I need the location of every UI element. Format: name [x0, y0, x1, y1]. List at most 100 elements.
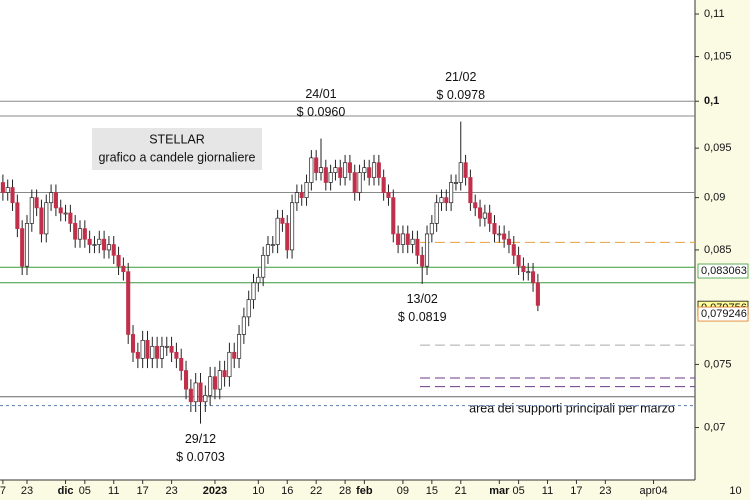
- candle-body: [502, 233, 507, 240]
- candle-body: [39, 207, 44, 235]
- candle-body: [396, 233, 401, 245]
- candle-body: [102, 238, 107, 251]
- candle-body: [362, 167, 367, 173]
- x-tick-label: 17: [570, 485, 582, 497]
- candle-body: [468, 177, 473, 204]
- candle-body: [44, 202, 49, 235]
- candle-body: [20, 228, 25, 267]
- candle-body: [116, 254, 121, 267]
- candle-body: [314, 157, 319, 173]
- y-tick-label: 0,11: [704, 8, 725, 20]
- x-tick-label: 05: [512, 485, 524, 497]
- x-tick-label: 2023: [203, 485, 227, 497]
- candle-body: [232, 351, 237, 359]
- candle-body: [424, 233, 430, 267]
- candle-body: [347, 162, 352, 173]
- candle-body: [130, 334, 136, 353]
- candle-body: [482, 212, 487, 219]
- candle-body: [140, 340, 145, 359]
- candle-body: [526, 271, 531, 274]
- y-tick-label: 0,085: [704, 244, 732, 256]
- candle-body: [49, 192, 54, 204]
- candle-body: [241, 316, 246, 335]
- candle-body: [285, 223, 290, 251]
- candle-body: [169, 345, 174, 353]
- candle-body: [198, 382, 203, 403]
- candle-body: [246, 299, 251, 318]
- candle-body: [135, 351, 140, 359]
- candle-body: [270, 244, 275, 246]
- price-label: 0,079246: [701, 308, 747, 320]
- annotation-date: 21/02: [445, 70, 476, 84]
- x-axis-area: [0, 480, 750, 500]
- x-tick-label: mar: [489, 485, 510, 497]
- candle-body: [420, 254, 425, 267]
- candle-body: [371, 162, 377, 178]
- x-tick-label: dic: [58, 485, 74, 497]
- y-tick-label: 0,105: [704, 50, 732, 62]
- candle-body: [516, 254, 521, 267]
- candle-body: [304, 182, 309, 198]
- price-label-box: [697, 263, 749, 279]
- candle-body: [309, 157, 314, 183]
- candle-body: [58, 207, 63, 214]
- candle-body: [82, 228, 87, 240]
- candle-body: [24, 223, 30, 267]
- candle-body: [97, 238, 102, 245]
- y-tick-label: 0,075: [704, 358, 732, 370]
- candle-body: [227, 351, 232, 378]
- candle-body: [63, 212, 68, 215]
- info-box: [92, 128, 262, 170]
- y-axis-area: [695, 0, 750, 500]
- candle-body: [458, 162, 463, 183]
- candle-body: [164, 345, 169, 348]
- candle-body: [381, 177, 386, 193]
- candle-body: [68, 212, 73, 224]
- candle-body: [497, 233, 502, 236]
- candle-body: [174, 351, 179, 359]
- y-tick-label: 0,09: [704, 192, 725, 204]
- candle-body: [535, 282, 540, 306]
- annotation-date: 13/02: [407, 292, 438, 306]
- x-tick-label: 17: [137, 485, 149, 497]
- candle-body: [155, 345, 160, 359]
- candle-body: [106, 244, 111, 251]
- candle-body: [439, 197, 444, 204]
- annotation-price: $ 0.0960: [297, 105, 346, 119]
- candle-body: [0, 182, 5, 193]
- candle-body: [386, 192, 391, 198]
- candle-body: [477, 207, 483, 219]
- candle-body: [429, 223, 434, 235]
- x-tick-label: 23: [599, 485, 611, 497]
- candle-body: [251, 282, 256, 301]
- candle-body: [318, 167, 324, 173]
- candle-body: [449, 182, 454, 204]
- candle-body: [222, 370, 227, 378]
- candle-body: [237, 334, 242, 359]
- candle-body: [487, 212, 492, 224]
- x-tick-label: feb: [356, 485, 373, 497]
- candle-body: [265, 244, 271, 256]
- candle-body: [299, 192, 304, 198]
- x-tick-label: 23: [165, 485, 177, 497]
- y-tick-label: 0,095: [704, 142, 732, 154]
- info-subtitle: grafico a candele giornaliere: [98, 150, 255, 164]
- candle-body: [434, 202, 439, 224]
- candle-body: [444, 197, 449, 204]
- candle-body: [405, 233, 410, 245]
- candle-body: [294, 192, 299, 204]
- candle-body: [5, 187, 10, 193]
- candle-body: [150, 345, 155, 359]
- candle-body: [343, 162, 348, 178]
- price-label: 0,083063: [701, 265, 747, 277]
- candle-body: [290, 202, 295, 251]
- annotation-date: 29/12: [185, 432, 216, 446]
- candle-body: [506, 238, 512, 245]
- candle-body: [415, 238, 420, 256]
- candle-body: [193, 382, 198, 403]
- candle-body: [111, 244, 116, 256]
- candle-body: [121, 265, 126, 273]
- x-tick-label: 10: [729, 485, 741, 497]
- info-title: STELLAR: [149, 132, 205, 146]
- candle-body: [367, 167, 372, 178]
